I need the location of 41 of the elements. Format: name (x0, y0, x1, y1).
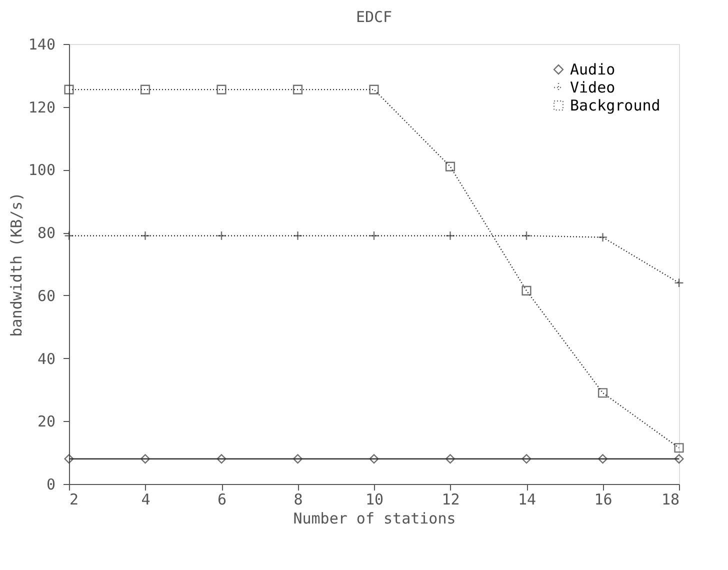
x-tick-label: 4 (141, 490, 150, 508)
y-tick-label: 20 (37, 412, 56, 431)
x-tick-label: 12 (442, 490, 460, 508)
x-tick-label: 18 (661, 490, 680, 508)
y-tick-label: 80 (37, 224, 56, 242)
point (522, 454, 532, 464)
point (216, 84, 226, 94)
point (140, 454, 150, 464)
y-axis-title: bandwidth (KB/s) (7, 192, 26, 337)
legend-label: Video (570, 78, 616, 96)
x-tick-label: 8 (294, 490, 303, 508)
point (598, 454, 608, 464)
x-tick-label: 6 (217, 490, 227, 508)
point (445, 454, 456, 464)
point (674, 443, 684, 453)
y-tick-label: 60 (37, 286, 56, 305)
x-tick-label: 2 (70, 490, 79, 508)
point (369, 84, 379, 94)
x-tick-label: 14 (518, 490, 536, 508)
legend-label: Audio (570, 60, 616, 78)
chart-title: EDCF (356, 8, 392, 26)
y-tick-label: 120 (28, 98, 56, 116)
point (292, 84, 303, 94)
point (64, 84, 74, 94)
point (522, 286, 532, 296)
point (216, 454, 226, 464)
point (598, 388, 608, 398)
x-axis-title: Number of stations (293, 510, 456, 528)
y-tick-label: 0 (46, 476, 56, 494)
y-tick-label: 140 (28, 36, 56, 54)
point (369, 454, 379, 464)
point (140, 84, 150, 94)
legend-label: Background (570, 96, 660, 114)
y-tick-label: 40 (37, 350, 56, 368)
x-tick-label: 16 (594, 490, 612, 508)
x-tick-label: 10 (365, 490, 384, 508)
point (445, 162, 456, 172)
y-tick-label: 100 (28, 161, 56, 180)
point (64, 454, 74, 464)
point (674, 454, 684, 464)
point (292, 454, 303, 464)
